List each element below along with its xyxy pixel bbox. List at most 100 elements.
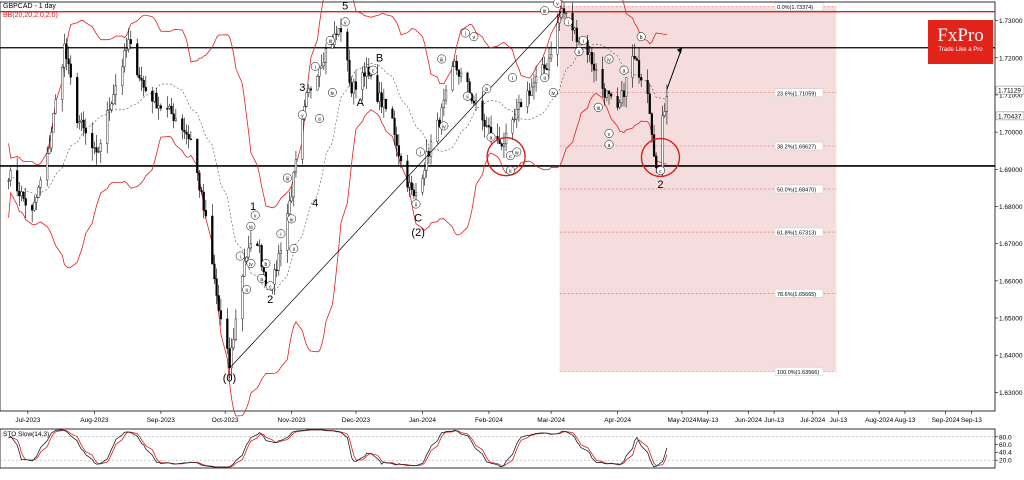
subwave-badge bbox=[578, 35, 588, 45]
price-label-box bbox=[995, 111, 1024, 121]
candle-body bbox=[260, 245, 263, 267]
candle-body bbox=[288, 200, 291, 214]
subwave-badge bbox=[437, 54, 447, 64]
subwave-label: ii bbox=[509, 169, 511, 175]
candle-body bbox=[412, 189, 415, 197]
candle-body bbox=[243, 260, 246, 277]
subwave-badge bbox=[548, 88, 558, 97]
candle-body bbox=[376, 75, 379, 102]
candle-body bbox=[429, 141, 433, 157]
bollinger-upper bbox=[8, 0, 667, 209]
candle-body bbox=[573, 27, 576, 31]
subwave-badge bbox=[463, 91, 472, 101]
subwave-label: v bbox=[254, 214, 257, 220]
candle-body bbox=[442, 99, 445, 109]
candle-body bbox=[219, 310, 222, 320]
candle-body bbox=[215, 278, 218, 296]
fib-label: 0.0%(1.73374) bbox=[777, 5, 813, 11]
candle-body bbox=[635, 58, 638, 61]
candle-body bbox=[65, 43, 68, 60]
subwave-badge bbox=[604, 54, 614, 64]
x-tick-label: Nov-2023 bbox=[278, 417, 307, 424]
sto-y-tick-label: 80.0 bbox=[999, 434, 1012, 441]
subwave-label: iv bbox=[331, 91, 335, 97]
candle-body bbox=[301, 119, 304, 160]
candle-body bbox=[61, 66, 64, 100]
candle-body bbox=[637, 60, 641, 78]
candle-body bbox=[114, 85, 117, 95]
candle-body bbox=[382, 98, 385, 108]
candle-body bbox=[129, 39, 132, 44]
fib-label-box bbox=[774, 2, 824, 11]
subwave-label: iii bbox=[249, 225, 252, 231]
subwave-label: i bbox=[568, 20, 569, 26]
candle-body bbox=[18, 190, 21, 197]
fib-label-box bbox=[774, 227, 824, 237]
subwave-badge bbox=[553, 0, 562, 8]
subwave-badge bbox=[265, 281, 275, 291]
subwave-badge bbox=[297, 110, 307, 120]
candle-body bbox=[625, 77, 628, 97]
candle-body bbox=[320, 65, 323, 69]
candle-body bbox=[307, 88, 310, 93]
candle-body bbox=[380, 92, 383, 108]
candle-body bbox=[655, 155, 658, 168]
subwave-badge bbox=[315, 114, 324, 123]
candle-body bbox=[183, 129, 186, 133]
candle-body bbox=[652, 134, 656, 157]
candle-body bbox=[560, 8, 563, 18]
candle-body bbox=[502, 143, 506, 147]
candle-body bbox=[466, 72, 469, 83]
candle-body bbox=[33, 201, 36, 211]
wave-label: (2) bbox=[411, 227, 424, 239]
candle-body bbox=[592, 63, 596, 71]
candle-body bbox=[547, 57, 551, 71]
subwave-badge bbox=[368, 65, 378, 75]
subwave-label: a bbox=[490, 136, 493, 142]
candle-body bbox=[157, 105, 160, 109]
subwave-badge bbox=[415, 147, 425, 157]
candle-body bbox=[211, 215, 214, 265]
candle-body bbox=[457, 69, 461, 77]
candle-body bbox=[603, 88, 606, 98]
candle-body bbox=[37, 187, 40, 198]
subwave-label: c bbox=[509, 154, 512, 160]
sto-main-line bbox=[8, 429, 668, 468]
candle-body bbox=[196, 138, 199, 174]
candle-body bbox=[200, 190, 203, 193]
candle-body bbox=[616, 96, 619, 108]
y-tick-label: 1.71000 bbox=[999, 92, 1023, 99]
fib-label-box bbox=[774, 367, 824, 376]
y-tick-label: 1.64000 bbox=[999, 353, 1023, 360]
candle-body bbox=[618, 102, 621, 108]
candle-body bbox=[459, 72, 463, 77]
subwave-label: iv bbox=[442, 124, 446, 130]
candle-body bbox=[142, 80, 145, 88]
candle-body bbox=[91, 133, 94, 149]
candle-body bbox=[663, 111, 666, 117]
candle-body bbox=[54, 99, 57, 114]
candle-body bbox=[277, 253, 280, 271]
candle-body bbox=[228, 348, 231, 369]
subwave-badge bbox=[486, 132, 496, 142]
candle-body bbox=[110, 103, 113, 110]
candle-body bbox=[123, 50, 126, 68]
subwave-label: v bbox=[608, 132, 611, 138]
x-tick-label: Jul-13 bbox=[830, 417, 848, 424]
logo-tagline: Trade Like a Pro bbox=[938, 47, 983, 53]
candle-body bbox=[528, 90, 531, 96]
candle-body bbox=[384, 98, 388, 110]
sto-y-tick-label: 20.0 bbox=[999, 458, 1012, 465]
x-tick-label: Dec-2023 bbox=[342, 417, 371, 424]
candle-body bbox=[335, 33, 338, 36]
candle-body bbox=[610, 93, 613, 97]
target-arrow-shaft bbox=[666, 47, 683, 90]
subwave-badge bbox=[656, 166, 665, 175]
subwave-label: ii bbox=[415, 203, 417, 209]
y-tick-label: 1.72000 bbox=[999, 55, 1023, 62]
candle-body bbox=[517, 102, 521, 110]
subwave-label: b bbox=[485, 87, 488, 93]
candle-body bbox=[408, 182, 411, 188]
candle-body bbox=[20, 191, 23, 197]
fib-label: 23.6%(1.71059) bbox=[777, 91, 816, 97]
